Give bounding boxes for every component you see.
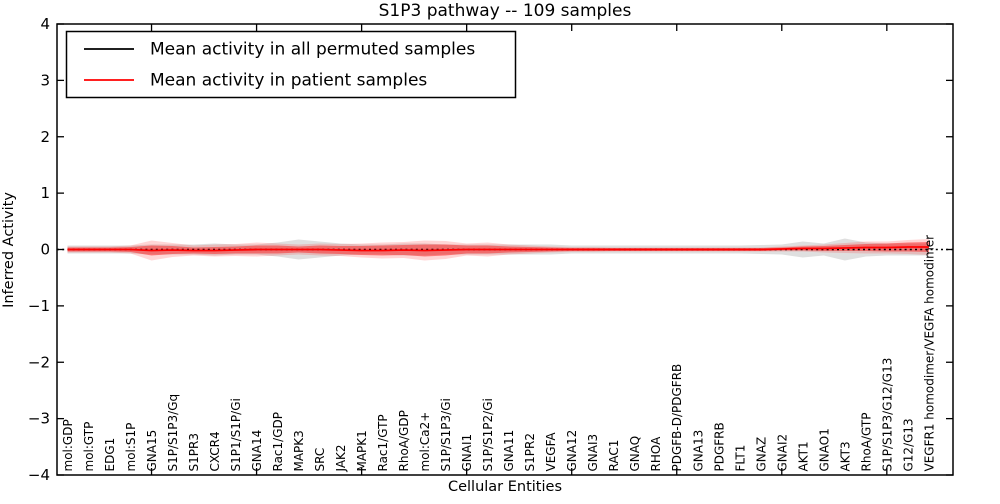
x-category-label: EDG1	[103, 438, 117, 472]
legend-frame	[65, 30, 517, 99]
y-tick-label: −1	[28, 297, 50, 315]
axis-ticks	[57, 23, 953, 476]
x-category-label: S1P/S1P2/Gi	[481, 398, 495, 471]
y-tick-label: 4	[40, 15, 50, 33]
x-category-label: RAC1	[607, 440, 621, 472]
series-line-1	[67, 246, 929, 252]
legend: Mean activity in all permuted samples Me…	[65, 30, 517, 99]
x-category-label: AKT1	[796, 441, 810, 471]
y-axis-label: Inferred Activity	[1, 192, 17, 308]
x-category-label: VEGFA	[544, 432, 558, 472]
x-category-label: RhoA/GDP	[397, 410, 411, 471]
x-category-label: GNAQ	[628, 436, 642, 472]
x-category-label: JAK2	[334, 444, 348, 472]
y-tick-label: 1	[40, 184, 50, 202]
x-category-label: Rac1/GTP	[376, 414, 390, 471]
x-category-label: S1P/S1P3/Gi	[439, 398, 453, 471]
x-category-label: RhoA/GTP	[859, 413, 873, 472]
x-category-label: S1P/S1P3/G12/G13	[880, 358, 894, 472]
x-axis-label: Cellular Entities	[448, 479, 562, 495]
y-tick-labels: 4 3 2 1 0 −1 −2 −3 −4	[28, 15, 50, 484]
x-category-label: mol:S1P	[124, 423, 138, 472]
x-category-label: S1PR2	[523, 433, 537, 471]
mean-activity-lines	[57, 246, 953, 252]
y-tick-label: −4	[28, 466, 50, 484]
x-category-label: SRC	[313, 448, 327, 472]
x-category-label: MAPK1	[355, 430, 369, 471]
x-category-label: S1P1/S1P/Gi	[229, 398, 243, 471]
y-tick-label: −2	[28, 353, 50, 371]
x-category-label: GNA12	[565, 430, 579, 472]
chart-title: S1P3 pathway -- 109 samples	[379, 1, 632, 21]
legend-label-permuted: Mean activity in all permuted samples	[150, 40, 475, 60]
x-category-label: GNAO1	[817, 428, 831, 471]
x-category-label: GNAI1	[460, 434, 474, 472]
legend-label-patient: Mean activity in patient samples	[150, 71, 427, 91]
x-category-label: G12/G13	[901, 418, 915, 471]
x-category-label: MAPK3	[292, 430, 306, 471]
x-category-label: AKT3	[838, 441, 852, 471]
x-category-label: GNA15	[145, 430, 159, 472]
x-category-label: GNA13	[691, 430, 705, 472]
x-category-labels: mol:GDP mol:GTP EDG1 mol:S1P GNA15 S1P/S1P3/G…	[61, 235, 936, 473]
x-category-label: Rac1/GDP	[271, 412, 285, 471]
y-tick-label: 0	[40, 241, 50, 259]
x-category-label: CXCR4	[208, 431, 222, 471]
x-category-label: mol:Ca2+	[418, 412, 432, 472]
y-tick-label: −3	[28, 410, 50, 428]
x-category-label: mol:GDP	[61, 419, 75, 471]
x-category-label: VEGFR1 homodimer/VEGFA homodimer	[922, 235, 936, 472]
x-category-label: PDGFRB	[712, 422, 726, 471]
x-category-label: GNAI2	[775, 434, 789, 472]
x-category-label: GNAZ	[754, 437, 768, 472]
x-category-label: RHOA	[649, 436, 663, 472]
x-category-label: FLT1	[733, 445, 747, 472]
x-category-label: GNA14	[250, 430, 264, 472]
x-category-label: S1PR3	[187, 433, 201, 471]
x-category-label: GNAI3	[586, 434, 600, 472]
x-category-label: S1P/S1P3/Gq	[166, 394, 180, 472]
x-category-label: mol:GTP	[82, 422, 96, 472]
x-category-label: PDGFB-D/PDGFRB	[670, 364, 684, 472]
y-tick-label: 3	[40, 71, 50, 89]
x-category-label: GNA11	[502, 430, 516, 472]
y-tick-label: 2	[40, 128, 50, 146]
